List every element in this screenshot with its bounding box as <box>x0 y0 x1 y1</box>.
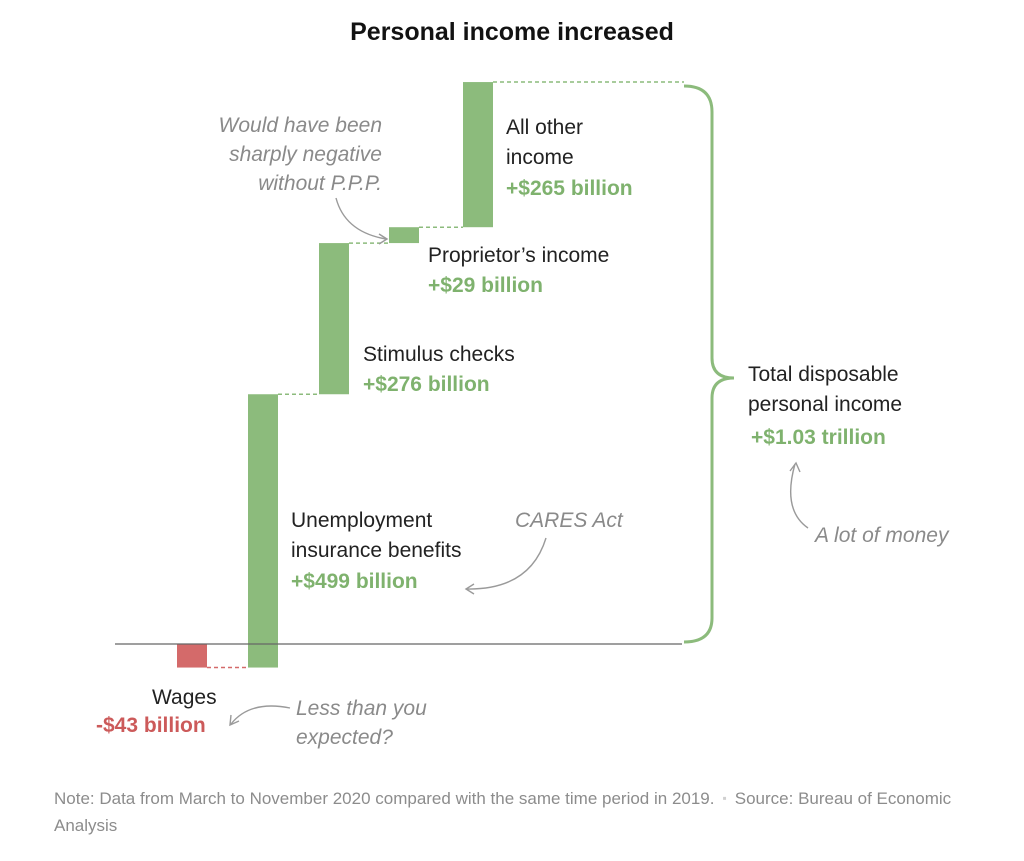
wages-annotation-line1: Less than you <box>296 697 427 720</box>
bar-proprietor-s-income <box>389 227 419 244</box>
ppp-arrow <box>335 197 387 240</box>
footnote: Note: Data from March to November 2020 c… <box>54 786 994 838</box>
note-separator: ▪ <box>722 791 727 805</box>
total-label-line2: personal income <box>748 393 903 416</box>
chart-title: Personal income increased <box>350 18 674 46</box>
stimulus-value: +$276 billion <box>363 373 490 396</box>
source-text: Source: Bureau of Economic Analysis <box>54 789 952 835</box>
cares-arrowhead <box>464 583 475 595</box>
ppp-annotation-line2: sharply negative <box>229 143 382 166</box>
bar-unemployment-insurance-benefits <box>248 394 278 668</box>
money-annotation: A lot of money <box>815 524 949 547</box>
cares-annotation: CARES Act <box>515 509 623 532</box>
wages-label: Wages <box>152 686 217 709</box>
wages-arrowhead <box>229 714 240 727</box>
proprietor-label: Proprietor’s income <box>428 244 610 267</box>
wages-annotation-line2: expected? <box>296 726 393 749</box>
other-income-label-line1: All other <box>506 116 584 139</box>
unemployment-label-line1: Unemployment <box>291 509 433 532</box>
bar-stimulus-checks <box>319 243 349 395</box>
unemployment-value: +$499 billion <box>291 570 418 593</box>
bar-wages <box>177 644 207 668</box>
ppp-arrowhead <box>378 233 389 245</box>
wages-arrow <box>230 705 291 725</box>
total-brace <box>683 84 735 644</box>
other-income-label-line2: income <box>506 146 574 169</box>
ppp-annotation-line1: Would have been <box>218 114 382 137</box>
total-value: +$1.03 trillion <box>751 426 886 449</box>
other-income-value: +$265 billion <box>506 177 633 200</box>
bar-all-other-income <box>463 82 493 228</box>
money-arrow <box>789 463 809 529</box>
note-text: Note: Data from March to November 2020 c… <box>54 789 715 808</box>
cares-arrow <box>466 537 547 590</box>
wages-value: -$43 billion <box>96 714 206 737</box>
ppp-annotation-line3: without P.P.P. <box>258 172 382 195</box>
unemployment-label-line2: insurance benefits <box>291 539 462 562</box>
proprietor-value: +$29 billion <box>428 274 543 297</box>
money-arrowhead <box>789 461 801 473</box>
stimulus-label: Stimulus checks <box>363 343 515 366</box>
total-label-line1: Total disposable <box>748 363 899 386</box>
